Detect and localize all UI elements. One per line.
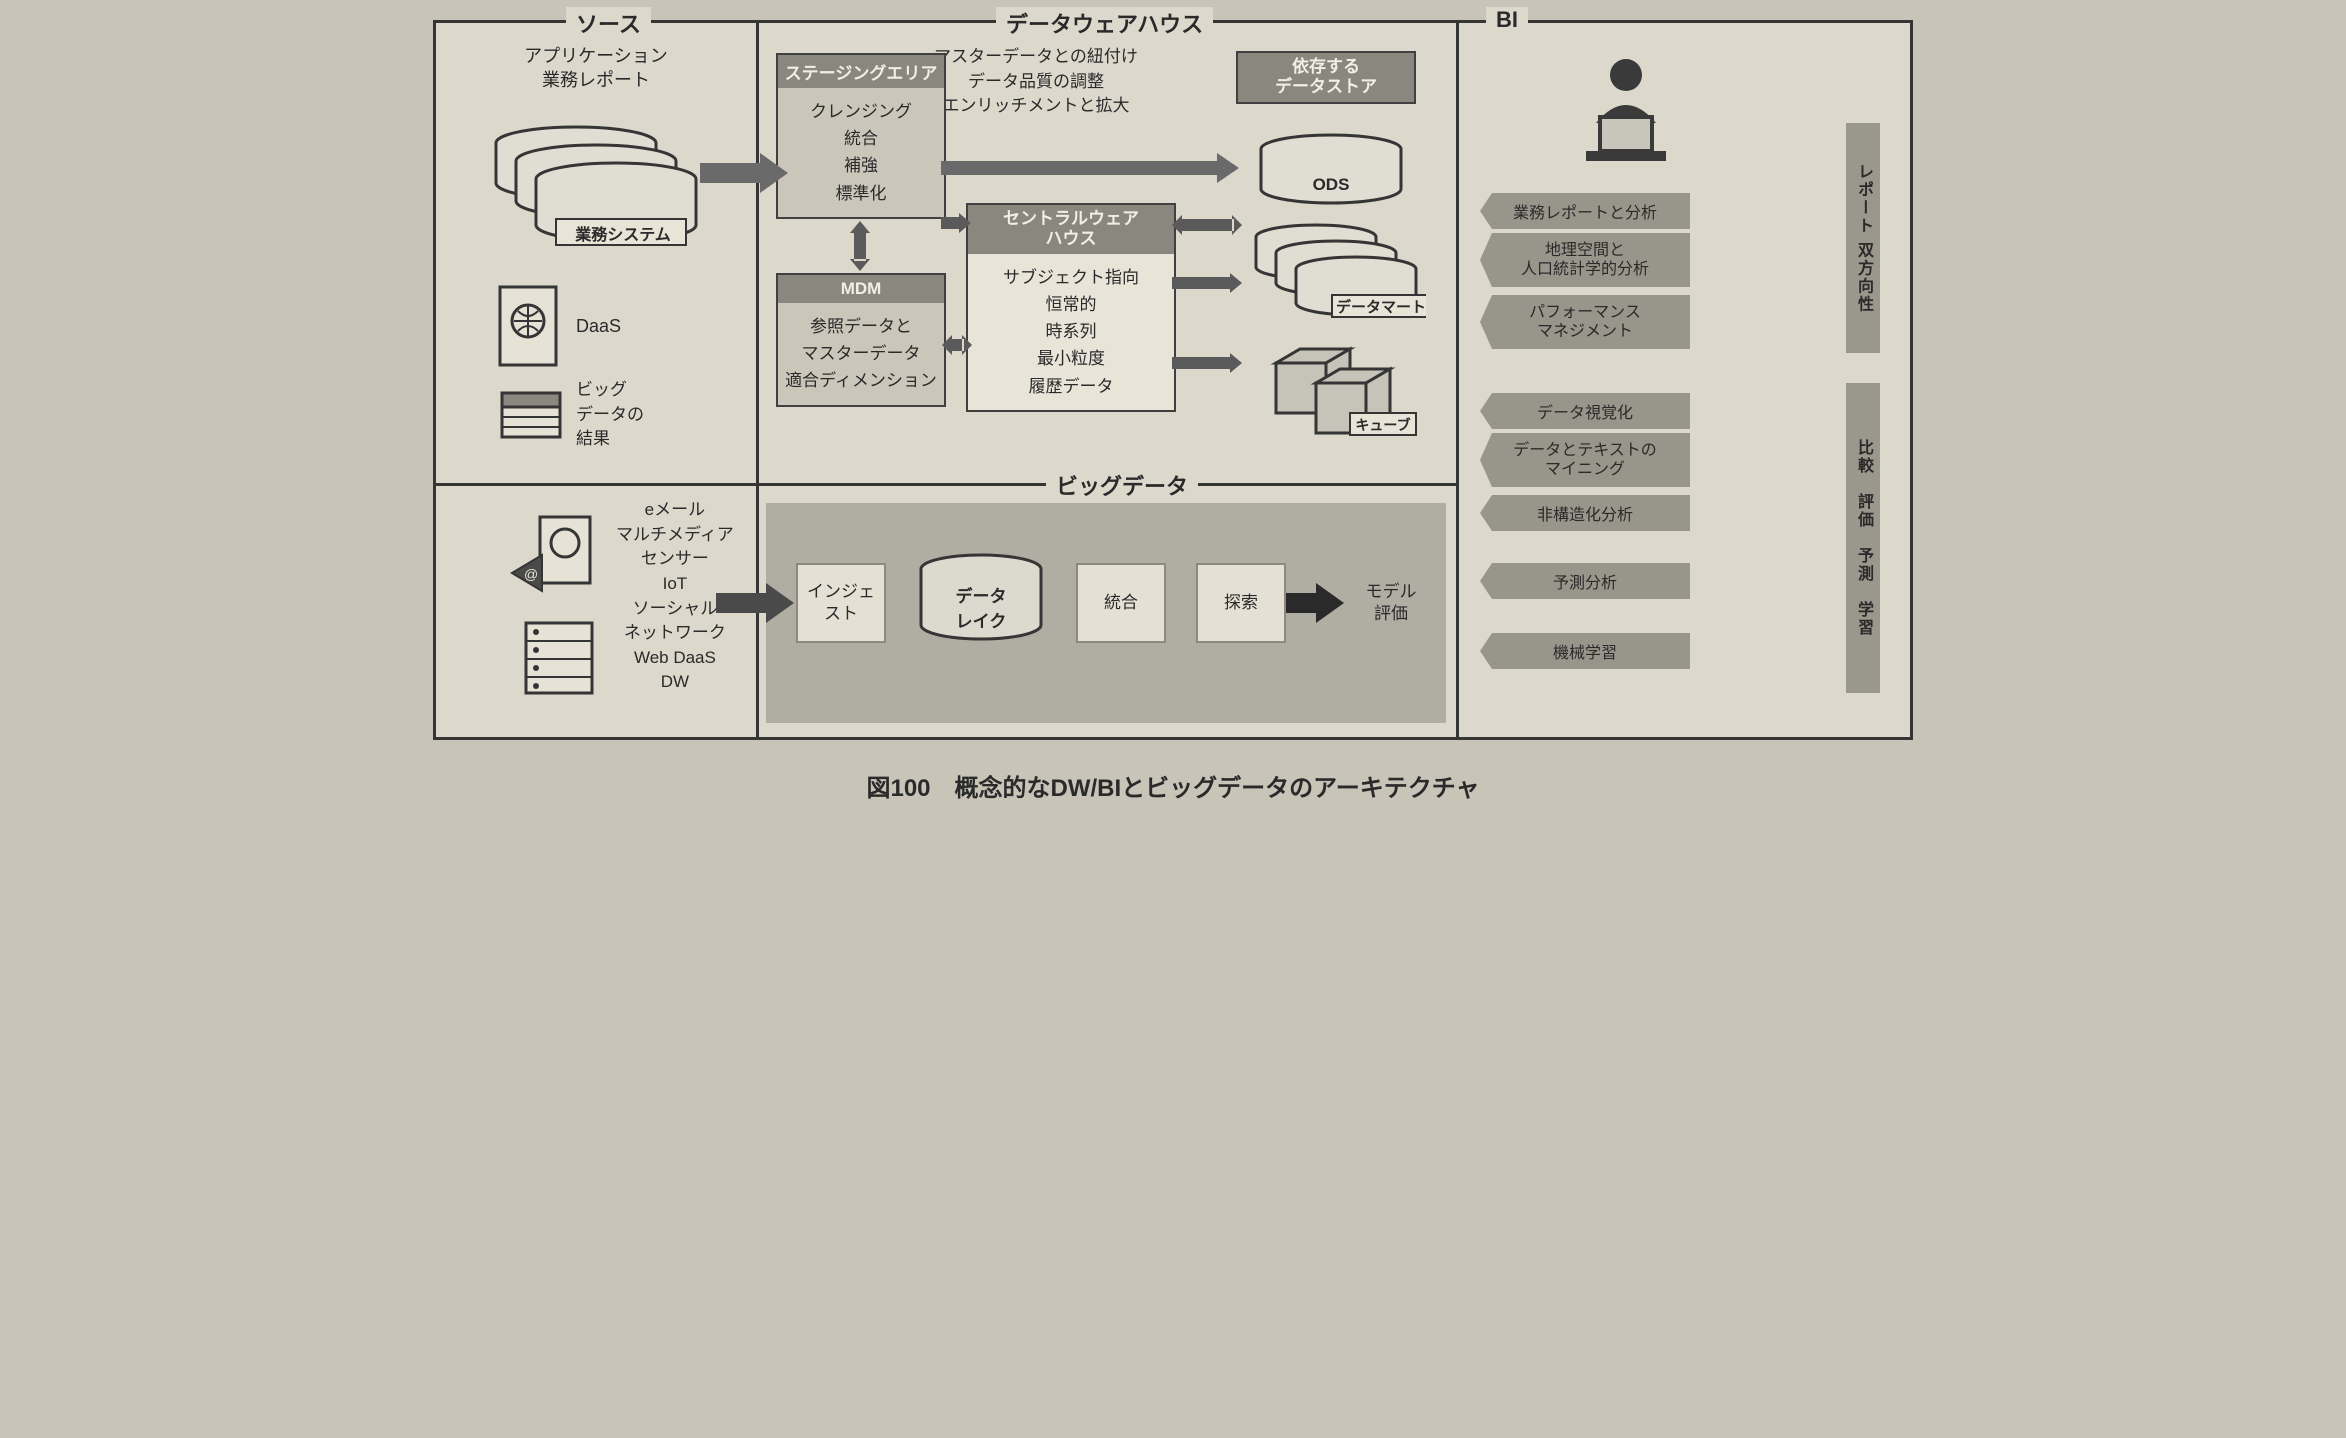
source-app: アプリケーション: [436, 43, 756, 69]
lower-source-icons: @: [506, 513, 606, 713]
section-label-bigdata: ビッグデータ: [1046, 469, 1198, 501]
bi-tag-perf: パフォーマンス マネジメント: [1480, 295, 1690, 349]
bi-tag-geo: 地理空間と 人口統計学的分析: [1480, 233, 1690, 287]
staging-panel: ステージングエリア クレンジング 統合 補強 標準化: [776, 53, 946, 219]
staging-header: ステージングエリア: [778, 55, 944, 88]
divider-upper-lower: [436, 483, 1456, 486]
datamart-label: データマート: [1334, 297, 1428, 319]
cube-label: キューブ: [1352, 415, 1414, 435]
divider-source-dwh: [756, 23, 759, 737]
cwh-header: セントラルウェア ハウス: [968, 205, 1174, 254]
arrow-staging-mdm: [848, 221, 872, 275]
depstore-header: 依存する データストア: [1238, 53, 1414, 102]
bi-strip-compare: 比較 評価 予測 学習: [1846, 383, 1880, 693]
pipe-integrate: 統合: [1076, 563, 1166, 643]
section-label-source: ソース: [566, 7, 651, 39]
diagram-frame: ソース データウェアハウス ビッグデータ BI アプリケーション 業務レポート …: [433, 20, 1913, 740]
arrow-explore-to-model: [1286, 583, 1346, 623]
arrow-staging-cwh: [941, 213, 971, 233]
arrow-cwh-datamart: [1172, 273, 1242, 293]
staging-body: クレンジング 統合 補強 標準化: [778, 88, 944, 217]
daas-label: DaaS: [576, 313, 621, 339]
bi-tag-mining: データとテキストの マイニング: [1480, 433, 1690, 487]
mdm-panel: MDM 参照データと マスターデータ 適合ディメンション: [776, 273, 946, 407]
pipe-explore: 探索: [1196, 563, 1286, 643]
ops-system-label: 業務システム: [558, 224, 688, 247]
mdm-header: MDM: [778, 275, 944, 303]
bi-tag-viz: データ視覚化: [1480, 393, 1690, 429]
arrow-staging-to-depstore: [941, 153, 1241, 183]
cwh-body: サブジェクト指向 恒常的 時系列 最小粒度 履歴データ: [968, 254, 1174, 410]
source-report: 業務レポート: [436, 67, 756, 93]
central-warehouse-panel: セントラルウェア ハウス サブジェクト指向 恒常的 時系列 最小粒度 履歴データ: [966, 203, 1176, 412]
svg-text:@: @: [524, 566, 538, 582]
bigdata-result-icon: [496, 383, 566, 443]
bigdata-result-label: ビッグ データの 結果: [576, 378, 644, 452]
arrow-source-to-staging: [700, 153, 790, 193]
section-label-dwh: データウェアハウス: [996, 7, 1213, 39]
divider-dwh-bi: [1456, 23, 1459, 737]
bi-tag-report: 業務レポートと分析: [1480, 193, 1690, 229]
arrow-cwh-cube: [1172, 353, 1242, 373]
pipe-model: モデル 評価: [1346, 563, 1436, 643]
datalake-label: データ レイク: [916, 585, 1046, 634]
arrow-mdm-cwh: [942, 333, 972, 357]
pipe-ingest: インジェ スト: [796, 563, 886, 643]
figure-caption: 図100 概念的なDW/BIとビッグデータのアーキテクチャ: [20, 768, 2326, 803]
mdm-body: 参照データと マスターデータ 適合ディメンション: [778, 303, 944, 405]
ods-label: ODS: [1256, 173, 1406, 198]
bi-tag-unstruct: 非構造化分析: [1480, 495, 1690, 531]
bi-tag-predict: 予測分析: [1480, 563, 1690, 599]
user-at-computer-icon: [1566, 53, 1686, 173]
arrow-cwh-ods: [1172, 213, 1242, 237]
daas-doc-icon: [496, 283, 566, 373]
depstore-panel: 依存する データストア: [1236, 51, 1416, 104]
section-label-bi: BI: [1486, 7, 1528, 33]
bi-tag-ml: 機械学習: [1480, 633, 1690, 669]
arrow-source-to-ingest: [716, 583, 796, 623]
bi-strip-report: レポート 双方向性: [1846, 123, 1880, 353]
